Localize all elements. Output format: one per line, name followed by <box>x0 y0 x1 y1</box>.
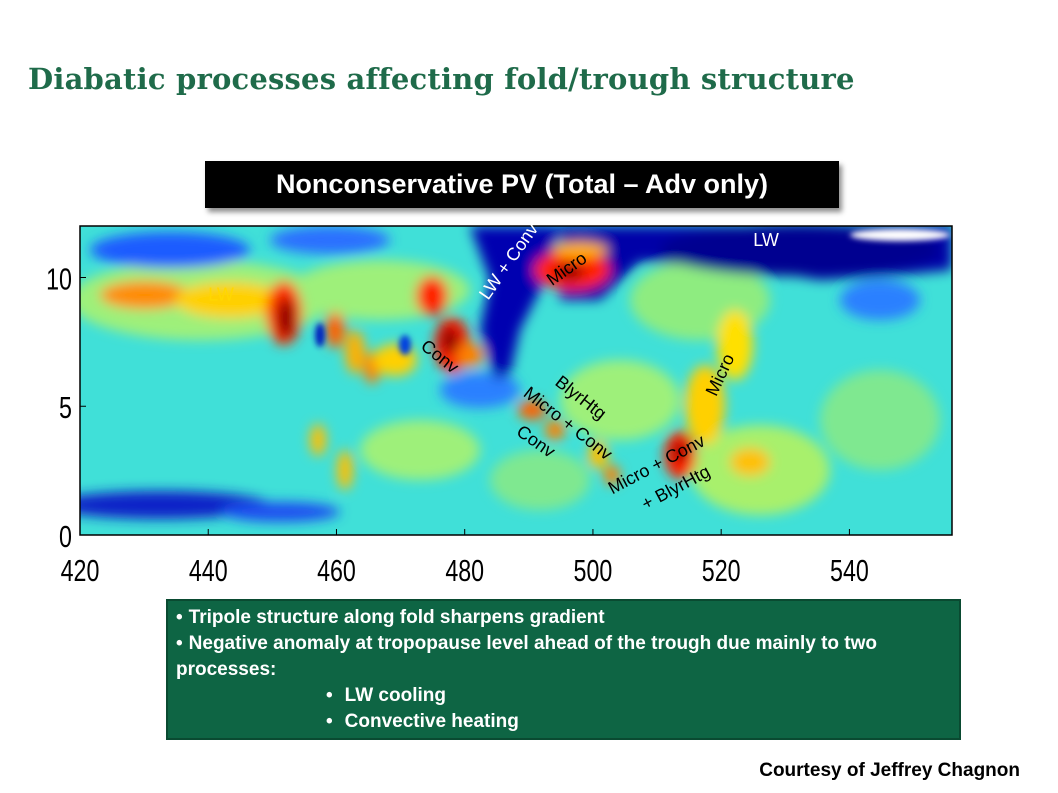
y-tick-label: 5 <box>59 390 72 425</box>
summary-item: Tripole structure along fold sharpens gr… <box>176 605 951 631</box>
x-tick-label: 500 <box>574 553 613 588</box>
summary-subitem: LW cooling <box>176 683 951 709</box>
x-tick-label: 520 <box>702 553 741 588</box>
summary-subitem: Convective heating <box>176 709 951 735</box>
x-tick-label: 440 <box>189 553 228 588</box>
heatmap-blobs <box>80 226 952 522</box>
chart-title: Nonconservative PV (Total – Adv only) <box>205 161 839 208</box>
summary-list: Tripole structure along fold sharpens gr… <box>176 605 951 735</box>
x-tick-label: 480 <box>445 553 484 588</box>
heatmap-field <box>80 226 952 535</box>
process-annotation-label: LW <box>208 284 234 304</box>
summary-box: Tripole structure along fold sharpens gr… <box>166 599 961 740</box>
plot-frame <box>79 225 953 536</box>
x-axis: 420 440 460 480 500 520 540 <box>61 529 869 588</box>
x-tick-label: 460 <box>317 553 356 588</box>
slide-title: Diabatic processes affecting fold/trough… <box>28 62 855 96</box>
x-tick-label: 420 <box>61 553 100 588</box>
heatmap-streaks <box>315 229 950 355</box>
credit-text: Courtesy of Jeffrey Chagnon <box>759 760 1020 781</box>
y-tick-label: 0 <box>59 519 72 554</box>
y-tick-label: 10 <box>46 261 72 296</box>
x-tick-label: 540 <box>830 553 869 588</box>
y-axis: 0 5 10 <box>46 261 86 554</box>
process-annotation-label: LW <box>753 230 779 250</box>
summary-item: Negative anomaly at tropopause level ahe… <box>176 631 951 683</box>
